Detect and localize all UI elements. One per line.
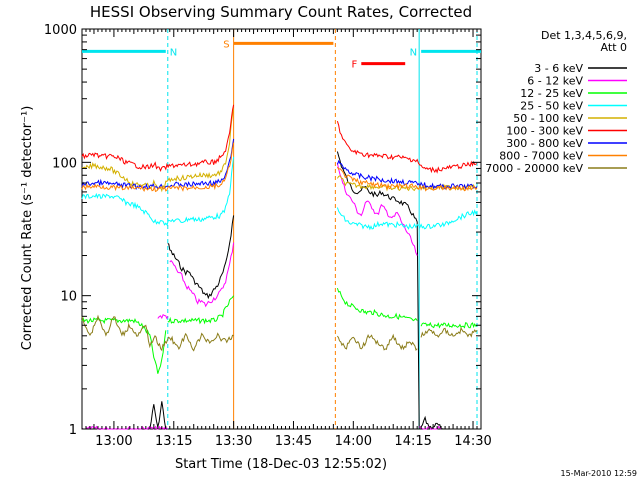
flag-label-s-2: S (223, 39, 229, 50)
y-tick-label-0: 1 (69, 423, 77, 438)
legend-label-800-7000-kev: 800 - 7000 keV (499, 150, 583, 163)
footer-date: 15-Mar-2010 12:59 (561, 469, 638, 478)
legend-entry-100-300-kev: 100 - 300 keV (506, 125, 627, 138)
legend-entry-3-6-kev: 3 - 6 keV (534, 62, 627, 75)
legend-label-12-25-kev: 12 - 25 keV (520, 87, 583, 100)
series-line-3-6-kev-1 (167, 215, 235, 300)
series-50-100-kev (81, 109, 478, 193)
legend-entry-7000-20000-kev: 7000 - 20000 keV (485, 162, 627, 175)
series-line-300-800-kev-0 (81, 138, 235, 191)
legend-entry-12-25-kev: 12 - 25 keV (520, 87, 627, 100)
legend-entry-6-12-kev: 6 - 12 keV (527, 75, 627, 88)
series-300-800-kev (81, 138, 478, 191)
legend-header-line2: Att 0 (601, 41, 627, 54)
series-line-12-25-kev-0 (81, 317, 167, 374)
x-tick-label-1: 13:15 (155, 434, 192, 449)
series-line-7000-20000-kev-0 (81, 314, 234, 352)
x-tick-label-6: 14:30 (454, 434, 491, 449)
series-line-12-25-kev-1 (167, 295, 235, 325)
legend-header-line1: Det 1,3,4,5,6,9, (541, 29, 627, 42)
legend-entry-800-7000-kev: 800 - 7000 keV (499, 150, 627, 163)
series-line-12-25-kev-3 (420, 321, 478, 329)
series-line-100-300-kev-0 (81, 104, 235, 173)
x-tick-label-5: 14:15 (394, 434, 431, 449)
x-tick-label-2: 13:30 (215, 434, 252, 449)
legend-entry-25-50-kev: 25 - 50 keV (520, 100, 627, 113)
series-line-12-25-kev-2 (336, 287, 418, 322)
y-tick-label-2: 100 (52, 156, 77, 171)
y-tick-label-3: 1000 (44, 23, 77, 38)
series-group (81, 104, 478, 431)
series-12-25-kev (81, 287, 478, 374)
flags-group: N N S F (82, 39, 481, 71)
plot-frame (81, 28, 482, 430)
series-line-6-12-kev-2 (169, 242, 235, 308)
series-line-50-100-kev-0 (81, 109, 235, 193)
flag-label-f-3: F (352, 60, 358, 71)
x-tick-label-3: 13:45 (275, 434, 312, 449)
legend-label-3-6-kev: 3 - 6 keV (534, 62, 583, 75)
legend-label-6-12-kev: 6 - 12 keV (527, 75, 583, 88)
series-line-6-12-kev-1 (157, 313, 169, 320)
flag-label-n-1: N (410, 47, 417, 58)
series-6-12-kev (81, 162, 442, 430)
series-25-50-kev (81, 156, 478, 231)
legend-label-300-800-kev: 300 - 800 keV (506, 137, 583, 150)
x-tick-label-4: 14:00 (335, 434, 372, 449)
series-line-800-7000-kev-1 (336, 166, 478, 192)
legend-entry-300-800-kev: 300 - 800 keV (506, 137, 627, 150)
y-axis-label: Corrected Count Rate (s⁻¹ detector⁻¹) (20, 106, 35, 351)
vertical-markers-group (167, 29, 478, 429)
series-line-800-7000-kev-0 (81, 142, 235, 193)
series-line-25-50-kev-1 (336, 207, 478, 231)
series-line-7000-20000-kev-2 (420, 326, 478, 338)
x-tick-label-0: 13:00 (95, 434, 132, 449)
flag-label-n-0: N (170, 47, 177, 58)
series-7000-20000-kev (81, 314, 478, 352)
series-line-3-6-kev-2 (336, 151, 420, 430)
series-line-3-6-kev-0 (149, 401, 167, 430)
legend-label-25-50-kev: 25 - 50 keV (520, 100, 583, 113)
series-line-7000-20000-kev-1 (336, 333, 418, 352)
series-100-300-kev (81, 104, 478, 174)
legend-label-7000-20000-kev: 7000 - 20000 keV (485, 162, 583, 175)
series-line-6-12-kev-3 (336, 162, 418, 256)
legend-label-100-300-kev: 100 - 300 keV (506, 125, 583, 138)
chart-frame-group (81, 28, 482, 430)
x-axis-label: Start Time (18-Dec-03 12:55:02) (175, 457, 387, 472)
series-800-7000-kev (81, 142, 478, 193)
y-tick-label-1: 10 (60, 290, 77, 305)
series-line-50-100-kev-1 (336, 175, 478, 192)
chart-title: HESSI Observing Summary Count Rates, Cor… (90, 3, 472, 21)
legend-label-50-100-kev: 50 - 100 keV (513, 112, 583, 125)
series-line-25-50-kev-0 (81, 156, 235, 227)
series-line-100-300-kev-1 (336, 120, 478, 174)
series-3-6-kev (149, 151, 446, 431)
series-line-300-800-kev-1 (336, 159, 478, 191)
axes-group: 13:00 13:15 13:30 13:45 14:00 14:15 14:30 1 10 10… (44, 23, 492, 449)
legend-entry-50-100-kev: 50 - 100 keV (513, 112, 627, 125)
